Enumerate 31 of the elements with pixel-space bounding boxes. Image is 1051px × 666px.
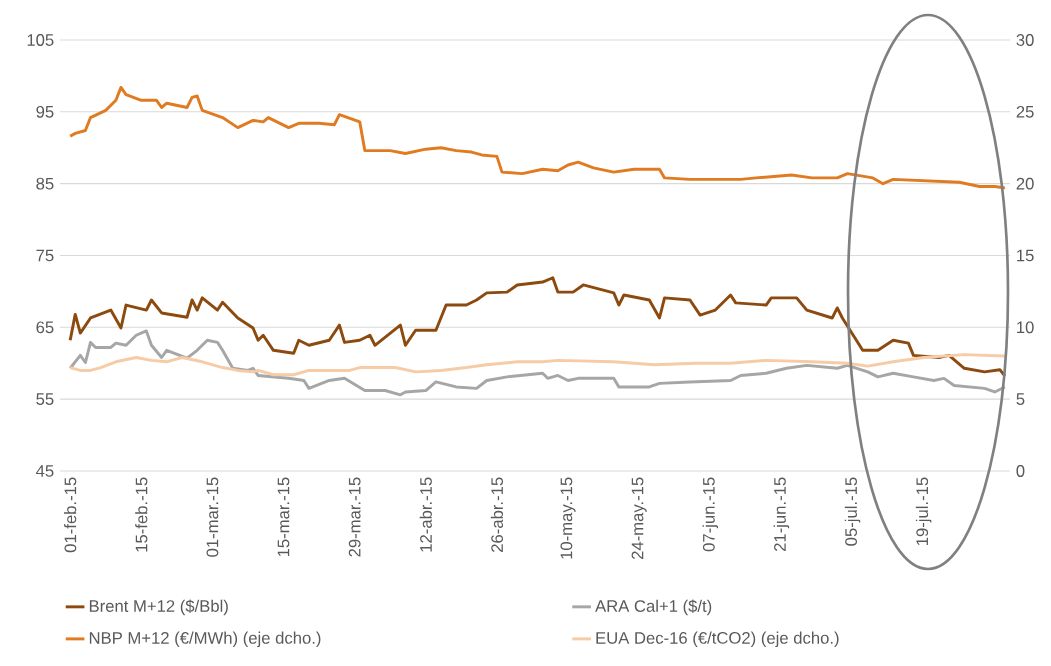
y-tick-label: 105	[27, 34, 54, 46]
x-tick-label: 15-mar.-15	[277, 477, 290, 557]
legend-label: EUA Dec-16 (€/tCO2) (eje dcho.)	[596, 631, 839, 648]
x-tick-label: 21-jun.-15	[773, 477, 790, 552]
x-tick-label: 19-jul.-15	[915, 477, 932, 546]
y-tick-label: 75	[36, 249, 54, 262]
y2-tick-label: 25	[1016, 105, 1034, 118]
y2-tick-label: 20	[1016, 177, 1034, 190]
x-tick-label: 15-feb.-15	[135, 477, 148, 552]
x-tick-label: 07-jun.-15	[702, 477, 719, 552]
y-tick-label: 45	[36, 465, 54, 477]
x-tick-label: 10-may.-15	[560, 477, 576, 559]
x-tick-label: 01-mar.-15	[206, 477, 219, 557]
y2-tick-label: 0	[1016, 465, 1025, 477]
x-tick-label: 05-jul.-15	[844, 477, 861, 546]
y2-tick-label: 15	[1017, 249, 1034, 262]
legend-label: NBP M+12 (€/MWh) (eje dcho.)	[89, 631, 321, 648]
legend-label: Brent M+12 ($/Bbl)	[89, 599, 228, 616]
y-tick-label: 85	[36, 177, 54, 190]
x-tick-label: 29-mar.-15	[348, 477, 361, 557]
y2-tick-label: 5	[1016, 393, 1025, 405]
x-tick-label: 24-may.-15	[631, 477, 647, 560]
y-tick-label: 65	[36, 321, 54, 334]
x-tick-label: 01-feb.-15	[64, 477, 77, 553]
y-tick-label: 55	[36, 393, 54, 405]
x-tick-label: 26-abr.-15	[490, 477, 504, 552]
y2-tick-label: 10	[1017, 321, 1034, 334]
y-tick-label: 95	[36, 105, 54, 118]
legend-label: ARA Cal+1 ($/t)	[595, 599, 712, 616]
y2-tick-label: 30	[1016, 34, 1034, 46]
x-tick-label: 12-abr.-15	[419, 477, 432, 552]
